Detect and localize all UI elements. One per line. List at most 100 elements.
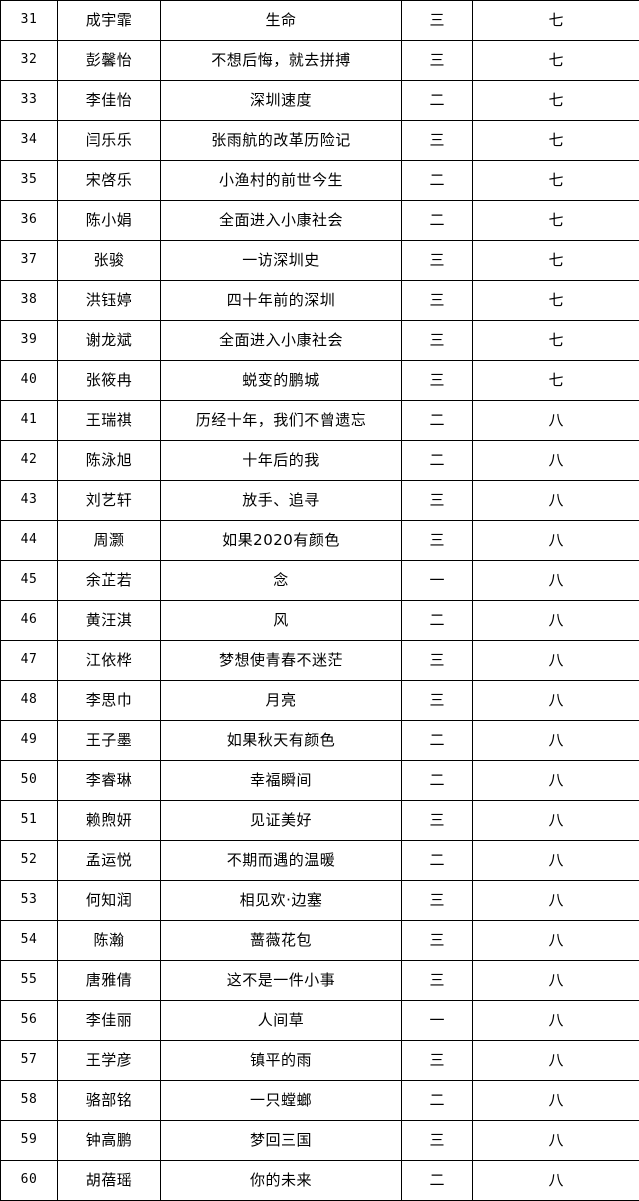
cell-index: 47 bbox=[0, 640, 58, 681]
cell-index: 42 bbox=[0, 440, 58, 481]
cell-grade: 三 bbox=[401, 1040, 473, 1081]
cell-class: 七 bbox=[472, 240, 639, 281]
table-row: 54 陈瀚 蔷薇花包三八 bbox=[0, 920, 639, 961]
cell-grade: 三 bbox=[401, 960, 473, 1001]
cell-grade: 三 bbox=[401, 120, 473, 161]
cell-class: 七 bbox=[472, 360, 639, 401]
cell-class: 八 bbox=[472, 840, 639, 881]
cell-index: 46 bbox=[0, 600, 58, 641]
cell-class: 八 bbox=[472, 1160, 639, 1201]
cell-index: 54 bbox=[0, 920, 58, 961]
table-row: 37 张骏 一访深圳史三七 bbox=[0, 240, 639, 281]
cell-grade: 三 bbox=[401, 680, 473, 721]
cell-grade: 三 bbox=[401, 240, 473, 281]
cell-student-name: 张骏 bbox=[57, 240, 161, 281]
cell-class: 八 bbox=[472, 760, 639, 801]
cell-work-title: 月亮 bbox=[160, 680, 402, 721]
cell-work-title: 念 bbox=[160, 560, 402, 601]
cell-student-name: 赖煦妍 bbox=[57, 800, 161, 841]
table-row: 56 李佳丽 人间草一八 bbox=[0, 1000, 639, 1041]
table-row: 44 周灏 如果2020有颜色三八 bbox=[0, 520, 639, 561]
cell-class: 八 bbox=[472, 1080, 639, 1121]
cell-student-name: 王瑞祺 bbox=[57, 400, 161, 441]
cell-student-name: 王学彦 bbox=[57, 1040, 161, 1081]
cell-class: 八 bbox=[472, 680, 639, 721]
table-row: 39 谢龙斌 全面进入小康社会三七 bbox=[0, 320, 639, 361]
table-row: 38 洪钰婷 四十年前的深圳三七 bbox=[0, 280, 639, 321]
cell-student-name: 李佳怡 bbox=[57, 80, 161, 121]
cell-grade: 二 bbox=[401, 720, 473, 761]
cell-student-name: 宋啓乐 bbox=[57, 160, 161, 201]
cell-grade: 三 bbox=[401, 280, 473, 321]
table-row: 57 王学彦 镇平的雨三八 bbox=[0, 1040, 639, 1081]
cell-work-title: 如果秋天有颜色 bbox=[160, 720, 402, 761]
cell-index: 40 bbox=[0, 360, 58, 401]
cell-work-title: 这不是一件小事 bbox=[160, 960, 402, 1001]
table-row: 59 钟高鹏 梦回三国三八 bbox=[0, 1120, 639, 1161]
cell-work-title: 全面进入小康社会 bbox=[160, 320, 402, 361]
cell-student-name: 余芷若 bbox=[57, 560, 161, 601]
cell-grade: 三 bbox=[401, 920, 473, 961]
cell-student-name: 周灏 bbox=[57, 520, 161, 561]
table-row: 45 余芷若念一八 bbox=[0, 560, 639, 601]
cell-grade: 二 bbox=[401, 1080, 473, 1121]
cell-student-name: 孟运悦 bbox=[57, 840, 161, 881]
cell-work-title: 蔷薇花包 bbox=[160, 920, 402, 961]
cell-student-name: 洪钰婷 bbox=[57, 280, 161, 321]
cell-work-title: 相见欢·边塞 bbox=[160, 880, 402, 921]
cell-work-title: 镇平的雨 bbox=[160, 1040, 402, 1081]
table-row: 60 胡蓓瑶 你的未来二八 bbox=[0, 1160, 639, 1201]
cell-index: 58 bbox=[0, 1080, 58, 1121]
cell-work-title: 风 bbox=[160, 600, 402, 641]
cell-work-title: 见证美好 bbox=[160, 800, 402, 841]
cell-index: 53 bbox=[0, 880, 58, 921]
cell-index: 37 bbox=[0, 240, 58, 281]
cell-grade: 二 bbox=[401, 600, 473, 641]
cell-grade: 二 bbox=[401, 80, 473, 121]
cell-work-title: 梦回三国 bbox=[160, 1120, 402, 1161]
cell-class: 七 bbox=[472, 160, 639, 201]
cell-index: 39 bbox=[0, 320, 58, 361]
table-row: 48 李思巾 月亮三八 bbox=[0, 680, 639, 721]
cell-class: 八 bbox=[472, 960, 639, 1001]
cell-grade: 三 bbox=[401, 480, 473, 521]
table-row: 49 王子墨 如果秋天有颜色二八 bbox=[0, 720, 639, 761]
cell-work-title: 如果2020有颜色 bbox=[160, 520, 402, 561]
table-row: 50 李睿琳 幸福瞬间二八 bbox=[0, 760, 639, 801]
cell-student-name: 谢龙斌 bbox=[57, 320, 161, 361]
table-row: 43 刘艺轩 放手、追寻三八 bbox=[0, 480, 639, 521]
cell-student-name: 胡蓓瑶 bbox=[57, 1160, 161, 1201]
table-row: 34 闫乐乐 张雨航的改革历险记三七 bbox=[0, 120, 639, 161]
cell-index: 32 bbox=[0, 40, 58, 81]
cell-grade: 三 bbox=[401, 640, 473, 681]
cell-student-name: 钟高鹏 bbox=[57, 1120, 161, 1161]
cell-grade: 三 bbox=[401, 360, 473, 401]
cell-index: 33 bbox=[0, 80, 58, 121]
cell-index: 43 bbox=[0, 480, 58, 521]
cell-class: 七 bbox=[472, 0, 639, 41]
cell-student-name: 闫乐乐 bbox=[57, 120, 161, 161]
cell-class: 七 bbox=[472, 120, 639, 161]
cell-index: 50 bbox=[0, 760, 58, 801]
cell-index: 52 bbox=[0, 840, 58, 881]
cell-class: 七 bbox=[472, 40, 639, 81]
cell-class: 七 bbox=[472, 320, 639, 361]
cell-work-title: 梦想使青春不迷茫 bbox=[160, 640, 402, 681]
cell-student-name: 李睿琳 bbox=[57, 760, 161, 801]
table-row: 46 黄汪淇风二八 bbox=[0, 600, 639, 641]
cell-work-title: 幸福瞬间 bbox=[160, 760, 402, 801]
cell-grade: 三 bbox=[401, 800, 473, 841]
cell-class: 八 bbox=[472, 720, 639, 761]
cell-work-title: 张雨航的改革历险记 bbox=[160, 120, 402, 161]
cell-class: 八 bbox=[472, 1000, 639, 1041]
cell-class: 八 bbox=[472, 880, 639, 921]
cell-work-title: 不想后悔，就去拼搏 bbox=[160, 40, 402, 81]
cell-index: 45 bbox=[0, 560, 58, 601]
cell-student-name: 陈小娟 bbox=[57, 200, 161, 241]
cell-grade: 一 bbox=[401, 1000, 473, 1041]
cell-index: 56 bbox=[0, 1000, 58, 1041]
table-row: 55 唐雅倩 这不是一件小事三八 bbox=[0, 960, 639, 1001]
table-row: 35 宋啓乐 小渔村的前世今生二七 bbox=[0, 160, 639, 201]
table-row: 36 陈小娟 全面进入小康社会二七 bbox=[0, 200, 639, 241]
